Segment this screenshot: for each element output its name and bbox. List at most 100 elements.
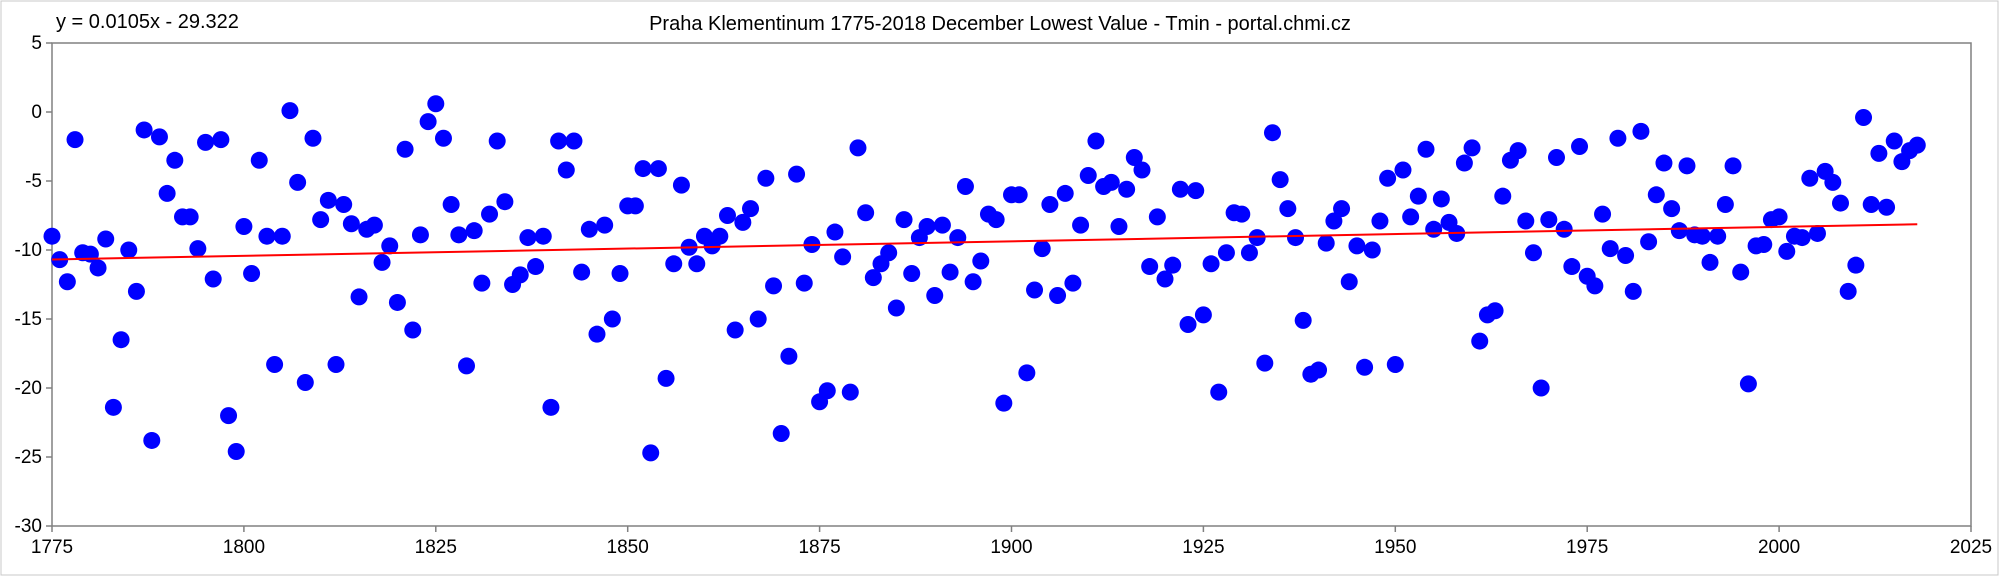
x-tick-label: 1975 — [1566, 537, 1608, 558]
data-point — [1824, 173, 1842, 191]
data-point — [104, 398, 122, 416]
data-point — [427, 95, 445, 113]
data-point — [197, 133, 215, 151]
data-point — [312, 211, 330, 229]
data-point — [1333, 200, 1351, 218]
data-point — [1210, 383, 1228, 401]
data-point — [289, 173, 307, 191]
data-point — [780, 347, 798, 365]
data-point — [1793, 229, 1811, 247]
data-point — [941, 263, 959, 281]
data-point — [711, 227, 729, 245]
data-point — [43, 227, 61, 245]
data-point — [450, 226, 468, 244]
data-point — [1194, 306, 1212, 324]
data-point — [204, 270, 222, 288]
data-point — [212, 131, 230, 149]
data-point — [688, 255, 706, 273]
data-point — [1056, 184, 1074, 202]
data-point — [642, 444, 660, 462]
data-point — [1079, 166, 1097, 184]
data-point — [1317, 234, 1335, 252]
data-point — [749, 310, 767, 328]
data-point — [1839, 282, 1857, 300]
data-point — [1701, 253, 1719, 271]
y-tick-label: -10 — [15, 240, 42, 261]
data-point — [189, 240, 207, 258]
data-point — [818, 382, 836, 400]
data-point — [1325, 212, 1343, 230]
data-point — [1340, 273, 1358, 291]
data-point — [1125, 149, 1143, 167]
data-point — [1678, 157, 1696, 175]
plot-border — [51, 42, 1972, 527]
data-point — [1463, 139, 1481, 157]
data-points — [43, 95, 1926, 462]
data-point — [511, 266, 529, 284]
data-point — [319, 191, 337, 209]
data-point — [1563, 258, 1581, 276]
data-point — [411, 226, 429, 244]
data-point — [66, 131, 84, 149]
x-tick-label: 2025 — [1950, 537, 1992, 558]
data-point — [1409, 187, 1427, 205]
data-point — [718, 207, 736, 224]
data-point — [158, 184, 176, 202]
y-tick-label: 5 — [31, 33, 42, 54]
data-point — [1709, 227, 1727, 245]
data-point — [534, 227, 552, 245]
data-point — [1171, 180, 1189, 198]
data-point — [1356, 358, 1374, 376]
data-point — [1739, 375, 1757, 393]
data-point — [949, 229, 967, 247]
x-tick-label: 1950 — [1374, 537, 1416, 558]
data-point — [1271, 171, 1289, 189]
data-point — [795, 274, 813, 292]
data-point — [97, 230, 115, 248]
data-point — [1087, 132, 1105, 150]
data-point — [1663, 200, 1681, 218]
data-point — [1571, 138, 1589, 155]
data-point — [335, 195, 353, 213]
data-point — [1202, 255, 1220, 273]
data-point — [788, 165, 806, 183]
data-point — [1049, 287, 1067, 305]
data-point — [933, 216, 951, 234]
data-point — [496, 193, 514, 211]
trendline-equation: y = 0.0105x - 29.322 — [56, 11, 239, 33]
x-tick-label: 1925 — [1182, 537, 1224, 558]
data-point — [473, 274, 491, 292]
data-point — [580, 220, 598, 238]
data-point — [1532, 379, 1550, 397]
data-point — [1755, 235, 1773, 253]
data-point — [834, 248, 852, 266]
data-point — [1640, 233, 1658, 251]
data-point — [1386, 356, 1404, 374]
data-point — [657, 369, 675, 387]
data-point — [588, 325, 606, 343]
data-point — [1555, 220, 1573, 238]
data-point — [1716, 195, 1734, 213]
data-point — [857, 204, 875, 222]
x-tick-label: 1850 — [607, 537, 649, 558]
data-point — [1601, 240, 1619, 258]
data-point — [1547, 149, 1565, 167]
data-point — [765, 277, 783, 295]
data-point — [1693, 227, 1711, 245]
data-point — [1471, 332, 1489, 350]
data-point — [281, 102, 299, 120]
data-point — [1164, 256, 1182, 274]
data-point — [573, 263, 591, 281]
data-point — [1770, 208, 1788, 226]
data-point — [626, 197, 644, 215]
data-point — [1540, 211, 1558, 229]
data-point — [634, 160, 652, 178]
data-point — [956, 178, 974, 196]
data-point — [135, 121, 153, 139]
y-tick-label: -5 — [25, 171, 42, 192]
data-point — [458, 357, 476, 375]
data-point — [1732, 263, 1750, 281]
data-point — [1486, 302, 1504, 320]
data-point — [1724, 157, 1742, 175]
